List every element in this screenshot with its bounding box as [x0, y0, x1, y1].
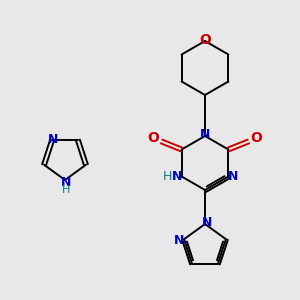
- Text: N: N: [174, 234, 184, 247]
- Text: H: H: [62, 185, 70, 195]
- Text: N: N: [48, 133, 58, 146]
- Text: N: N: [200, 128, 210, 140]
- Text: N: N: [202, 215, 212, 229]
- Text: O: O: [148, 130, 160, 145]
- Text: N: N: [171, 170, 182, 183]
- Text: O: O: [199, 33, 211, 47]
- Text: N: N: [61, 176, 71, 188]
- Text: O: O: [250, 130, 262, 145]
- Text: H: H: [163, 170, 172, 183]
- Text: N: N: [228, 170, 239, 183]
